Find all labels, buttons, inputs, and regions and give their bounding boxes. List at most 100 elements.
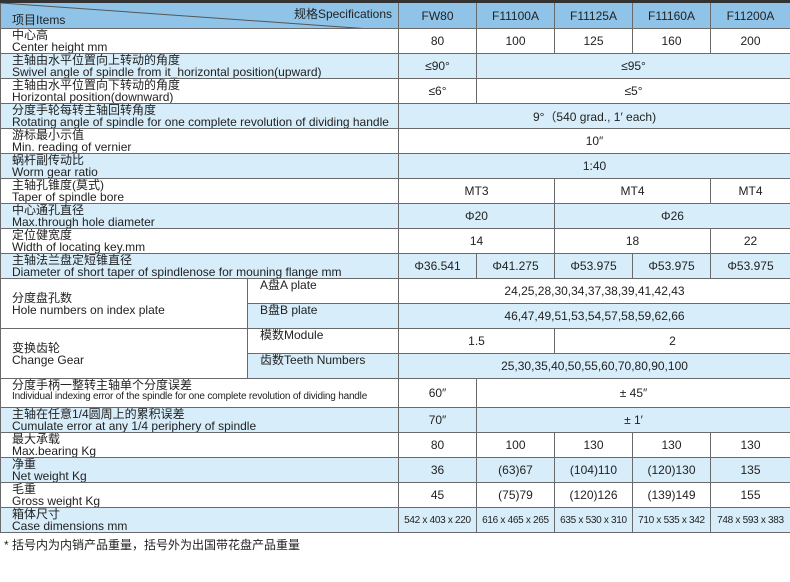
value-cell: (63)67 <box>476 457 555 483</box>
row-label: 主轴由水平位置向下转动的角度 Horizontal position(downwa… <box>0 78 399 104</box>
table-row: 毛重 Gross weight Kg 45 (75)79 (120)126 (139)14… <box>0 482 790 508</box>
value-cell: 60″ <box>398 378 477 408</box>
label-english: A plate <box>280 278 317 292</box>
value-cell: Φ36.541 <box>398 253 477 279</box>
value-cell: 18 <box>554 228 711 254</box>
value-cell: (120)126 <box>554 482 633 508</box>
label-english: Max.through hole diameter <box>12 215 155 229</box>
table-row: 主轴由水平位置向下转动的角度 Horizontal position(downwa… <box>0 78 790 104</box>
model-header: FW80 <box>398 0 477 29</box>
label-english: Gross weight Kg <box>12 494 101 508</box>
value-cell: 135 <box>710 457 790 483</box>
label-chinese: 主轴在任意1/4圆周上的累积误差 <box>12 407 185 421</box>
label-english: Width of locating key.mm <box>12 240 146 254</box>
specifications-label: 规格Specifications <box>293 7 392 21</box>
label-chinese: 分度盘孔数 <box>12 290 73 305</box>
value-cell: 200 <box>710 28 790 54</box>
value-cell: ≤5° <box>476 78 790 104</box>
label-english: Worm gear ratio <box>12 165 98 179</box>
row-label: 主轴孔锥度(莫式) Taper of spindle bore <box>0 178 399 204</box>
table-row: 分度手轮每转主轴回转角度 Rotating angle of spindle fo… <box>0 103 790 129</box>
label-chinese: 最大承载 <box>12 432 61 446</box>
label-chinese: 游标最小示值 <box>12 128 85 142</box>
row-label: 箱体尺寸 Case dimensions mm <box>0 507 399 533</box>
label-chinese: 中心通孔直径 <box>12 203 85 217</box>
label-english: Center height mm <box>12 40 108 54</box>
row-label: 中心通孔直径 Max.through hole diameter <box>0 203 399 229</box>
table-row: 定位健宽度 Width of locating key.mm 14 18 22 <box>0 228 790 254</box>
table-row: 变换齿轮 Change Gear 模数Module 1.5 2 <box>0 328 790 379</box>
value-cell: Φ53.975 <box>554 253 633 279</box>
table-row: 箱体尺寸 Case dimensions mm 542 x 403 x 220 616… <box>0 507 790 533</box>
label-chinese: B盘 <box>260 303 281 317</box>
table-row: 分度手柄一整转主轴单个分度误差 Individual indexing error… <box>0 378 790 408</box>
table-row: 中心高 Center height mm 80 100 125 160 200 <box>0 28 790 54</box>
value-cell: ± 45″ <box>476 378 790 408</box>
value-cell: 125 <box>554 28 633 54</box>
table-row: 主轴孔锥度(莫式) Taper of spindle bore MT3 MT4 MT4 <box>0 178 790 204</box>
label-english: Cumulate error at any 1/4 periphery of s… <box>12 419 257 433</box>
row-label: 定位健宽度 Width of locating key.mm <box>0 228 399 254</box>
row-label: 分度盘孔数 Hole numbers on index plate <box>0 278 248 329</box>
value-cell: 24,25,28,30,34,37,38,39,41,42,43 <box>398 278 790 304</box>
model-header: F11200A <box>710 0 790 29</box>
value-cell: 1:40 <box>398 153 790 179</box>
value-cell: (120)130 <box>632 457 711 483</box>
value-cell: 130 <box>710 432 790 458</box>
label-chinese: A盘 <box>260 278 281 292</box>
label-english: Change Gear <box>12 352 85 367</box>
value-cell: 635 x 530 x 310 <box>554 507 633 533</box>
table-row: 蜗杆副传动比 Worm gear ratio 1:40 <box>0 153 790 179</box>
value-cell: 80 <box>398 432 477 458</box>
value-cell: (75)79 <box>476 482 555 508</box>
row-label: 变换齿轮 Change Gear <box>0 328 248 379</box>
table-row: 最大承载 Max.bearing Kg 80 100 130 130 130 <box>0 432 790 458</box>
header-items-spec-cell: 项目Items 规格Specifications <box>0 0 399 29</box>
table-row: 齿数Teeth Numbers 25,30,35,40,50,55,60,70,8… <box>1 353 790 379</box>
value-cell: 14 <box>398 228 555 254</box>
label-chinese: 定位健宽度 <box>12 228 73 242</box>
value-cell: ≤95° <box>476 53 790 79</box>
footnote: * 括号内为内销产品重量，括号外为出国带花盘产品重量 <box>4 538 301 552</box>
label-chinese: 分度手柄一整转主轴单个分度误差 <box>12 378 193 392</box>
model-header: F11160A <box>632 0 711 29</box>
label-chinese: 蜗杆副传动比 <box>12 153 85 167</box>
value-cell: 155 <box>710 482 790 508</box>
label-chinese: 主轴由水平位置向上转动的角度 <box>12 53 181 67</box>
value-cell: 10″ <box>398 128 790 154</box>
value-cell: MT3 <box>398 178 555 204</box>
value-cell: ± 1′ <box>476 407 790 433</box>
value-cell: MT4 <box>710 178 790 204</box>
value-cell: 160 <box>632 28 711 54</box>
label-english: Swivel angle of spindle from it_horizont… <box>12 65 322 79</box>
table-row: 分度盘孔数 Hole numbers on index plate A盘A plat… <box>0 278 790 329</box>
table-row: B盘B plate 46,47,49,51,53,54,57,58,59,62,6… <box>1 303 790 329</box>
value-cell: 616 x 465 x 265 <box>476 507 555 533</box>
value-cell: (104)110 <box>554 457 633 483</box>
label-chinese: 主轴由水平位置向下转动的角度 <box>12 78 181 92</box>
label-english: Rotating angle of spindle for one comple… <box>12 115 389 129</box>
label-english: Taper of spindle bore <box>12 190 125 204</box>
table-row: 游标最小示值 Min. reading of vernier 10″ <box>0 128 790 154</box>
label-chinese: 箱体尺寸 <box>12 507 61 521</box>
sub-label: 模数Module <box>247 328 399 354</box>
label-chinese: 中心高 <box>12 28 49 42</box>
label-chinese: 主轴孔锥度(莫式) <box>12 178 104 192</box>
label-english: B plate <box>280 303 318 317</box>
label-english: Module <box>284 328 324 342</box>
label-english: Min. reading of vernier <box>12 140 132 154</box>
model-header: F11100A <box>476 0 555 29</box>
table-row: 主轴法兰盘定短锥直径 Diameter of short taper of spi… <box>0 253 790 279</box>
value-cell: 100 <box>476 432 555 458</box>
table-row: 净重 Net weight Kg 36 (63)67 (104)110 (120)130 1… <box>0 457 790 483</box>
value-cell: ≤90° <box>398 53 477 79</box>
sub-label: 齿数Teeth Numbers <box>247 353 399 379</box>
value-cell: 542 x 403 x 220 <box>398 507 477 533</box>
value-cell: MT4 <box>554 178 711 204</box>
value-cell: (139)149 <box>632 482 711 508</box>
value-cell: Φ53.975 <box>632 253 711 279</box>
label-english: Max.bearing Kg <box>12 444 97 458</box>
row-label: 分度手柄一整转主轴单个分度误差 Individual indexing error… <box>0 378 399 408</box>
label-chinese: 净重 <box>12 457 37 471</box>
value-cell: 710 x 535 x 342 <box>632 507 711 533</box>
